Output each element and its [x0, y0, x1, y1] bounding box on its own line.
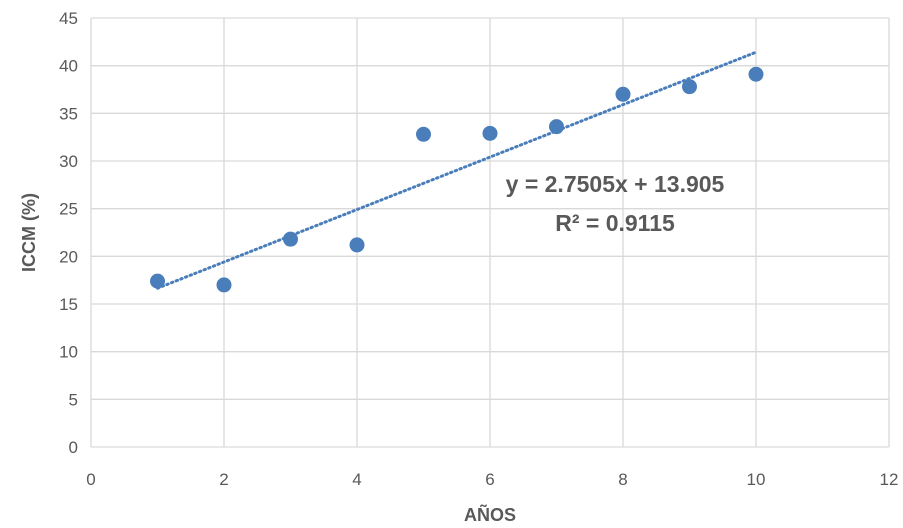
data-point [150, 273, 165, 289]
x-tick-label: 0 [86, 470, 95, 489]
x-tick-label: 2 [219, 470, 228, 489]
data-point [216, 277, 232, 293]
y-tick-label: 10 [59, 343, 78, 362]
x-tick-label: 8 [618, 470, 627, 489]
x-gridlines [90, 18, 890, 447]
r-squared-label: R² = 0.9115 [555, 210, 675, 236]
x-tick-label: 6 [485, 470, 494, 489]
x-tick-label: 10 [747, 470, 766, 489]
y-tick-labels: 0 5 10 15 20 25 30 35 40 45 [59, 9, 78, 457]
y-tick-label: 45 [59, 9, 78, 28]
data-point [482, 125, 498, 141]
y-axis-title: ICCM (%) [19, 193, 39, 272]
trendline-equation: y = 2.7505x + 13.905 [506, 171, 725, 197]
y-tick-label: 40 [59, 57, 78, 76]
data-point [549, 119, 564, 135]
data-points [150, 66, 764, 293]
y-tick-label: 20 [59, 247, 78, 266]
y-tick-label: 0 [69, 438, 78, 457]
data-point [682, 79, 697, 95]
data-point [748, 66, 764, 82]
trendline [156, 50, 758, 290]
data-point [615, 86, 631, 102]
y-tick-label: 15 [59, 295, 78, 314]
x-tick-labels: 0 2 4 6 8 10 12 [86, 470, 898, 489]
data-point [283, 231, 298, 247]
data-point [349, 237, 365, 253]
x-axis-title: AÑOS [464, 504, 516, 525]
y-tick-label: 5 [69, 390, 78, 409]
y-tick-label: 30 [59, 152, 78, 171]
x-tick-label: 12 [880, 470, 899, 489]
data-point [416, 126, 431, 142]
x-tick-label: 4 [352, 470, 361, 489]
y-tick-label: 25 [59, 200, 78, 219]
y-tick-label: 35 [59, 104, 78, 123]
